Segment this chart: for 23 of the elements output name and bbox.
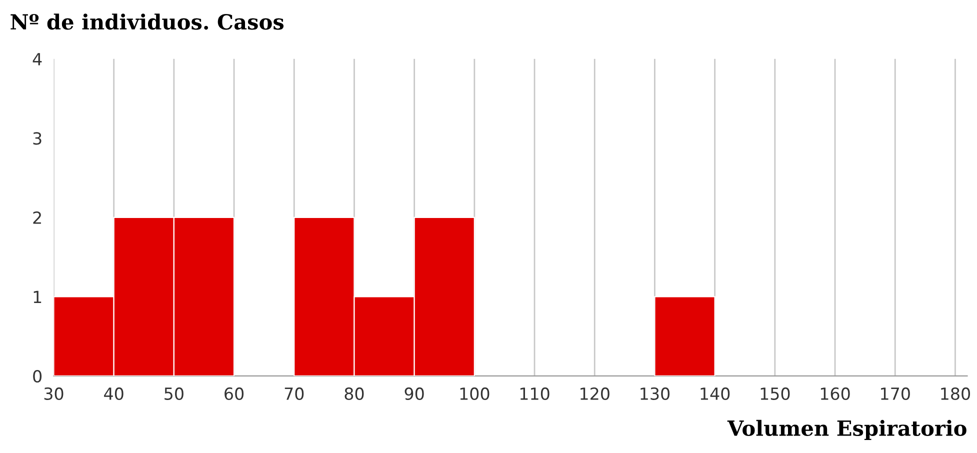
x-tick-label: 40	[104, 387, 124, 400]
x-tick-label: 160	[820, 387, 850, 400]
x-tick-label: 90	[404, 387, 424, 400]
x-tick-label: 130	[640, 387, 670, 400]
y-tick-label: 3	[33, 132, 42, 145]
x-tick-label: 140	[700, 387, 730, 400]
y-tick-label: 1	[34, 290, 42, 304]
x-tick-label: 30	[44, 387, 64, 400]
x-tick-label: 80	[344, 387, 364, 400]
x-axis-title: Volumen Espiratorio	[727, 420, 966, 440]
x-tick-label: 70	[284, 387, 304, 400]
x-tick-label: 60	[224, 387, 244, 400]
x-tick-label: 170	[881, 387, 910, 400]
y-tick-label: 4	[32, 53, 42, 66]
x-tick-label: 120	[580, 387, 610, 400]
x-tick-label: 150	[760, 387, 790, 400]
y-tick-label: 2	[33, 211, 41, 224]
x-tick-label: 100	[460, 387, 490, 400]
x-tick-label: 180	[941, 387, 970, 400]
y-tick-label: 0	[33, 370, 42, 383]
x-tick-label: 110	[520, 387, 550, 400]
x-tick-label: 50	[164, 387, 184, 400]
chart-title: Nº de individuos. Casos	[10, 14, 284, 30]
